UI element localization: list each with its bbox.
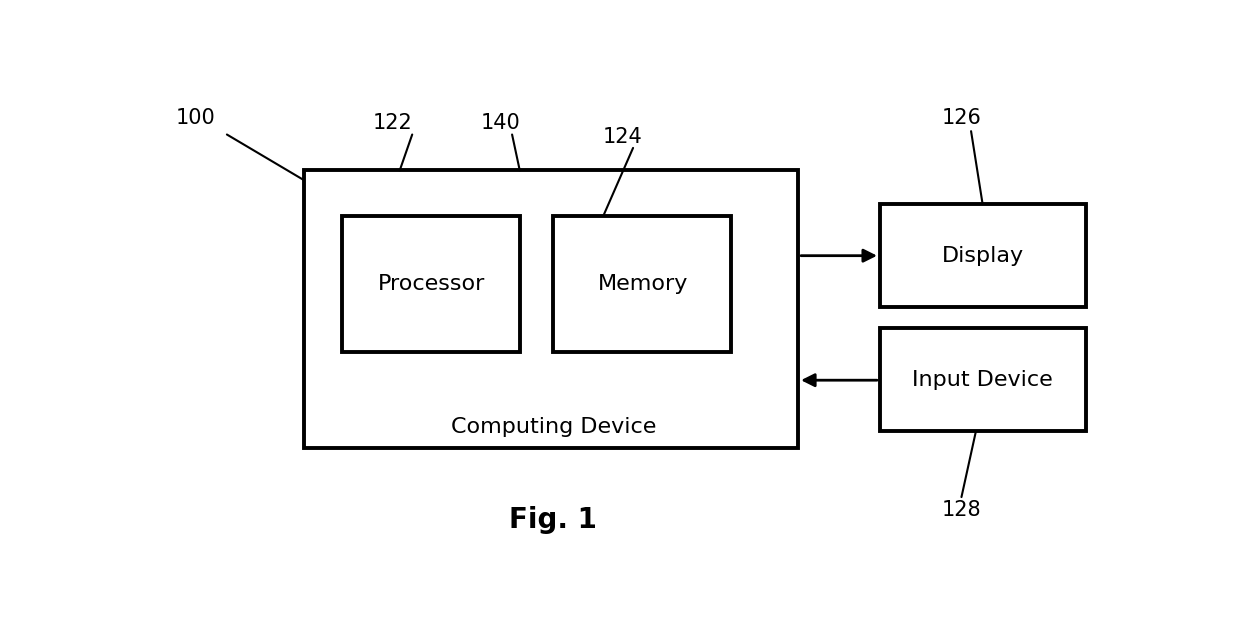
Text: 126: 126 <box>942 108 981 128</box>
Text: 124: 124 <box>602 127 642 147</box>
Text: 128: 128 <box>942 501 981 521</box>
Text: Fig. 1: Fig. 1 <box>509 506 597 534</box>
Bar <box>554 216 731 353</box>
Text: 122: 122 <box>373 113 413 132</box>
Bar <box>304 170 798 448</box>
Bar <box>880 204 1087 307</box>
Text: Input Device: Input Device <box>912 370 1053 390</box>
Text: Processor: Processor <box>378 274 486 294</box>
Text: 140: 140 <box>481 113 520 132</box>
Bar <box>342 216 520 353</box>
Bar <box>880 328 1087 432</box>
Text: Computing Device: Computing Device <box>451 417 657 437</box>
Text: Display: Display <box>942 246 1023 266</box>
Text: Memory: Memory <box>597 274 688 294</box>
Text: 100: 100 <box>176 108 216 128</box>
